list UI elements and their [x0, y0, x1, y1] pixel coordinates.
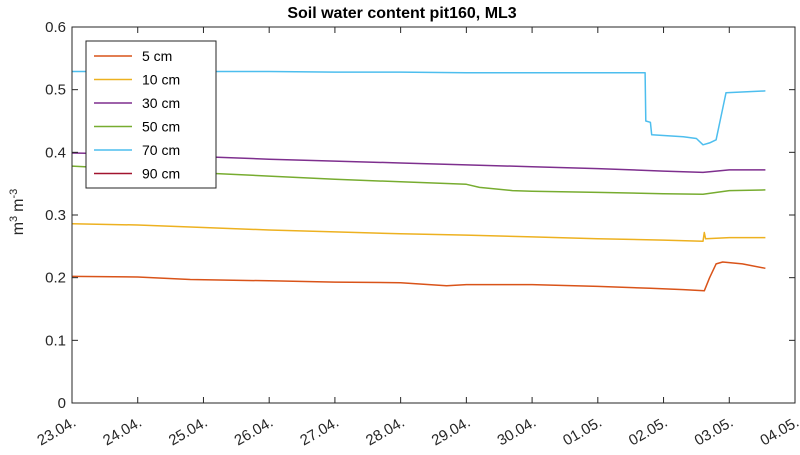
x-tick-label: 02.05.: [626, 414, 671, 450]
y-label-exp-2: -3: [8, 189, 20, 199]
y-label-base-2: m: [10, 199, 27, 212]
x-tick-label: 26.04.: [232, 414, 277, 450]
legend-box: [85, 40, 217, 189]
y-tick-label: 0: [58, 395, 66, 412]
x-tick-label: 04.05.: [757, 414, 800, 450]
y-tick-label: 0.2: [45, 270, 66, 287]
y-tick-label: 0.6: [45, 19, 66, 36]
x-tick-label: 01.05.: [560, 414, 605, 450]
series-line-2: [71, 223, 766, 243]
x-tick-label: 24.04.: [100, 414, 145, 450]
chart-title: Soil water content pit160, ML3: [287, 5, 516, 22]
y-label-exp-1: 3: [8, 216, 20, 222]
x-tick-label: 28.04.: [363, 414, 408, 450]
y-tick-label: 0.3: [45, 207, 66, 224]
legend-label-4: 50 cm: [142, 119, 180, 135]
x-tick-label: 03.05.: [692, 414, 737, 450]
legend-label-3: 30 cm: [142, 95, 180, 111]
y-tick-label: 0.5: [45, 82, 66, 99]
series-line-5: [72, 70, 766, 146]
legend-label-5: 70 cm: [142, 142, 180, 158]
x-tick-label: 29.04.: [429, 414, 474, 450]
y-label-base-1: m: [10, 222, 27, 235]
legend-label-1: 5 cm: [142, 48, 172, 64]
series-line-4: [71, 165, 766, 196]
y-tick-label: 0.4: [45, 144, 66, 161]
y-tick-label: 0.1: [45, 332, 66, 349]
legend: 5 cm 10 cm 30 cm 50 cm 70 cm 90 cm: [85, 40, 217, 189]
x-tick-label: 23.04.: [34, 414, 79, 450]
x-tick-label: 25.04.: [166, 414, 211, 450]
x-tick-label: 30.04.: [494, 414, 539, 450]
x-tick-label: 27.04.: [297, 414, 342, 450]
legend-label-2: 10 cm: [142, 72, 180, 88]
series-line-1: [71, 261, 766, 292]
legend-label-6: 90 cm: [142, 166, 180, 182]
y-axis-label: m3m-3: [8, 189, 27, 236]
